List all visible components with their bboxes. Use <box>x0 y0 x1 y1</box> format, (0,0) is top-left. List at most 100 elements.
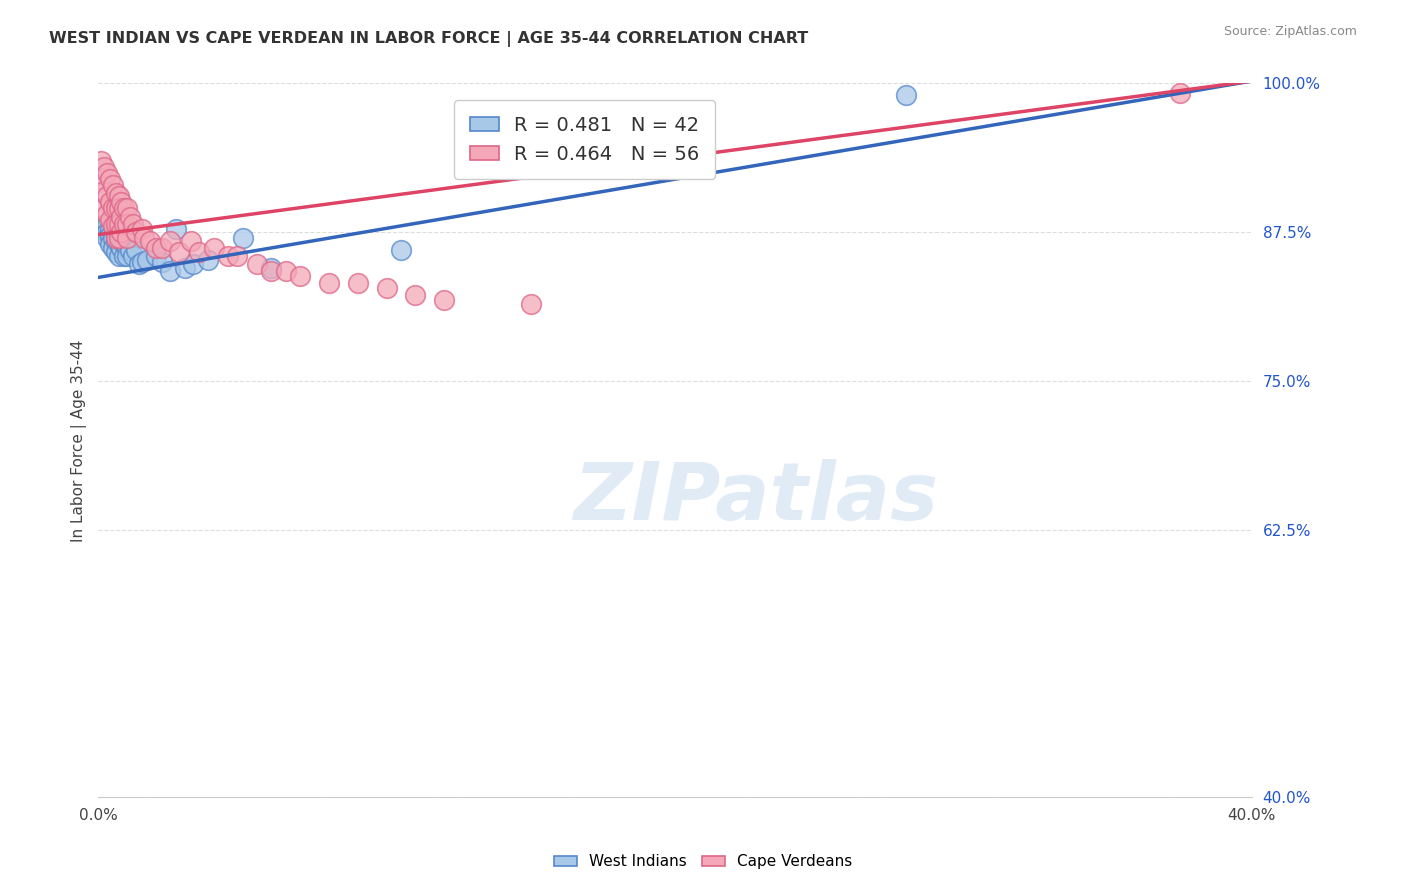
Point <box>101 202 124 216</box>
Text: ZIPatlas: ZIPatlas <box>574 458 938 536</box>
Legend: R = 0.481   N = 42, R = 0.464   N = 56: R = 0.481 N = 42, R = 0.464 N = 56 <box>454 100 716 179</box>
Point <box>188 245 211 260</box>
Point <box>107 225 129 239</box>
Point <box>134 231 156 245</box>
Point <box>112 202 135 216</box>
Point <box>93 184 115 198</box>
Point <box>260 260 283 275</box>
Point <box>112 237 135 252</box>
Point <box>96 189 118 203</box>
Point <box>101 219 124 234</box>
Point <box>93 160 115 174</box>
Point <box>389 243 412 257</box>
Point <box>197 252 219 267</box>
Point <box>96 217 118 231</box>
Point <box>894 88 917 103</box>
Point <box>110 195 132 210</box>
Point <box>136 252 159 267</box>
Point <box>159 264 181 278</box>
Y-axis label: In Labor Force | Age 35-44: In Labor Force | Age 35-44 <box>72 339 87 541</box>
Point <box>165 221 187 235</box>
Point <box>122 249 145 263</box>
Point <box>107 237 129 252</box>
Point <box>104 245 127 260</box>
Point <box>231 231 253 245</box>
Point <box>131 221 153 235</box>
Point <box>145 249 167 263</box>
Point <box>139 234 162 248</box>
Point <box>101 241 124 255</box>
Point <box>520 296 543 310</box>
Point <box>260 264 283 278</box>
Point <box>115 231 138 245</box>
Point <box>347 277 370 291</box>
Point <box>107 231 129 245</box>
Point <box>98 228 121 243</box>
Point <box>101 231 124 245</box>
Point <box>90 171 112 186</box>
Point <box>110 241 132 255</box>
Point <box>202 241 225 255</box>
Point <box>173 260 195 275</box>
Point <box>98 195 121 210</box>
Point <box>288 269 311 284</box>
Point <box>120 210 142 224</box>
Point <box>225 249 247 263</box>
Point <box>98 223 121 237</box>
Point <box>246 257 269 271</box>
Point <box>101 219 124 234</box>
Point <box>110 225 132 239</box>
Point <box>183 257 205 271</box>
Point <box>112 217 135 231</box>
Point <box>125 243 148 257</box>
Point <box>405 288 427 302</box>
Point <box>150 255 173 269</box>
Point <box>90 219 112 234</box>
Point <box>107 202 129 216</box>
Point <box>1168 86 1191 100</box>
Point <box>96 207 118 221</box>
Point <box>120 231 142 245</box>
Point <box>150 241 173 255</box>
Point <box>217 249 239 263</box>
Point <box>104 231 127 245</box>
Point <box>115 249 138 263</box>
Point <box>107 217 129 231</box>
Point <box>159 234 181 248</box>
Point <box>375 281 398 295</box>
Point <box>125 225 148 239</box>
Point <box>274 264 297 278</box>
Point <box>128 257 150 271</box>
Point <box>104 217 127 231</box>
Point <box>98 213 121 227</box>
Point <box>96 231 118 245</box>
Point <box>104 186 127 200</box>
Point <box>110 231 132 245</box>
Point <box>93 224 115 238</box>
Text: WEST INDIAN VS CAPE VERDEAN IN LABOR FORCE | AGE 35-44 CORRELATION CHART: WEST INDIAN VS CAPE VERDEAN IN LABOR FOR… <box>49 31 808 47</box>
Point <box>96 225 118 239</box>
Point <box>101 178 124 192</box>
Point <box>180 234 202 248</box>
Point <box>167 245 190 260</box>
Point <box>104 234 127 248</box>
Point <box>104 221 127 235</box>
Point <box>122 217 145 231</box>
Point <box>131 255 153 269</box>
Point <box>104 202 127 216</box>
Point <box>93 221 115 235</box>
Point <box>107 249 129 263</box>
Point <box>115 241 138 255</box>
Legend: West Indians, Cape Verdeans: West Indians, Cape Verdeans <box>547 848 859 875</box>
Point <box>318 277 340 291</box>
Point <box>433 293 456 307</box>
Point <box>120 243 142 257</box>
Point <box>115 202 138 216</box>
Point <box>107 189 129 203</box>
Point <box>112 249 135 263</box>
Point <box>90 153 112 168</box>
Point <box>98 237 121 252</box>
Text: Source: ZipAtlas.com: Source: ZipAtlas.com <box>1223 25 1357 38</box>
Point <box>96 166 118 180</box>
Point <box>110 210 132 224</box>
